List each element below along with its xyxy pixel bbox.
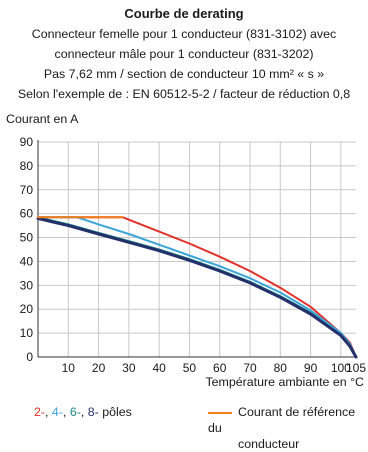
legend-poles-part-4: 6- [69,405,81,419]
y-tick-label-10: 10 [20,326,34,340]
x-tick-label-60: 60 [213,361,227,375]
legend-poles-part-5: , [80,405,88,419]
legend-poles-part-2: 4- [51,405,63,419]
y-tick-label-40: 40 [20,254,34,268]
legend-reference-line-2: conducteur [238,437,300,451]
legend-poles-part-0: 2- [34,405,46,419]
x-axis-label: Température ambiante en °C [205,375,364,389]
x-tick-label-100: 100 [331,361,351,375]
legend-reference-swatch [208,411,232,414]
y-tick-label-50: 50 [20,231,34,245]
y-tick-label-70: 70 [20,183,34,197]
x-tick-label-20: 20 [92,361,106,375]
x-tick-label-30: 30 [122,361,136,375]
legend-poles-part-3: , [62,405,70,419]
y-tick-label-90: 90 [20,135,34,149]
x-tick-label-70: 70 [243,361,257,375]
subtitle-line-3: Pas 7,62 mm / section de conducteur 10 m… [43,67,325,81]
series-line-p8 [36,216,358,359]
legend-poles-part-6: 8- [87,405,99,419]
legend-poles: 2-, 4-, 6-, 8- pôles [34,405,132,419]
x-tick-label-80: 80 [274,361,288,375]
legend-reference-line-1: Courant de référence du [208,405,356,435]
subtitle-line-2: connecteur mâle pour 1 conducteur (831-3… [54,47,314,61]
series-line-p6 [37,216,357,358]
legend-poles-part-7: pôles [98,405,132,419]
series-line-p4 [37,216,357,358]
title-block: Courbe de derating Connecteur femelle po… [0,4,368,104]
y-tick-label-30: 30 [20,278,34,292]
x-tick-label-10: 10 [62,361,76,375]
y-tick-label-60: 60 [20,207,34,221]
legend-reference: Courant de référence du conducteur [208,404,368,452]
y-tick-label-0: 0 [26,350,33,364]
y-tick-label-80: 80 [20,159,34,173]
x-tick-label-105: 105 [346,361,366,375]
x-tick-label-50: 50 [183,361,197,375]
y-axis-label: Courant en A [6,112,79,126]
series-line-p2 [37,216,357,358]
legend-poles-part-1: , [45,405,52,419]
y-tick-label-20: 20 [20,302,34,316]
plot-area: 0 10 20 30 40 50 60 70 80 90 10 20 30 40 50 60 70 80 90 100… [20,135,367,375]
derating-chart: { "chart_data": { "type": "line", "title… [0,4,368,451]
x-tick-label-90: 90 [304,361,318,375]
x-tick-label-40: 40 [152,361,166,375]
subtitle-line-1: Connecteur femelle pour 1 conducteur (83… [31,27,337,41]
subtitle-line-4: Selon l'exemple de : EN 60512-5-2 / fact… [17,87,351,101]
chart-title: Courbe de derating [124,6,244,21]
